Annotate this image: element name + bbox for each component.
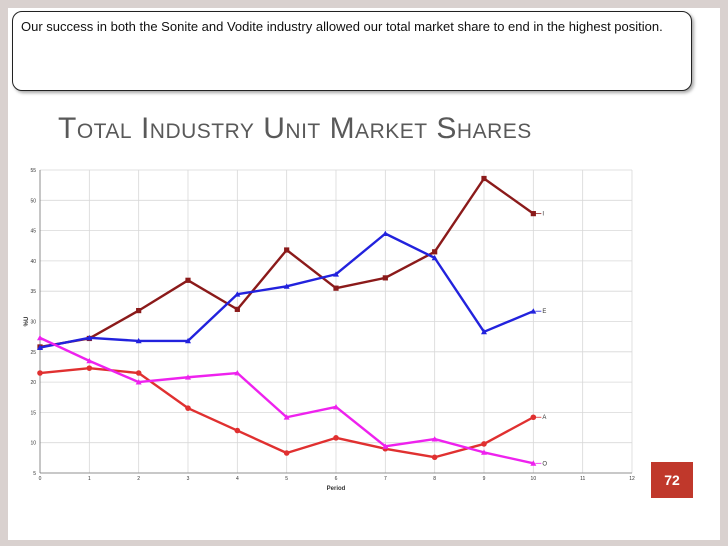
y-tick-label: 55 [30, 168, 36, 174]
data-point [135, 337, 142, 344]
x-tick-label: 2 [137, 476, 140, 482]
x-tick-label: 1 [88, 476, 91, 482]
data-point [333, 435, 339, 441]
y-axis-label: %U [24, 317, 30, 327]
y-tick-label: 45 [30, 229, 36, 235]
data-point [185, 277, 191, 283]
x-tick-label: 8 [433, 476, 436, 482]
series-end-label: I [542, 212, 544, 218]
data-point [283, 283, 290, 289]
x-tick-label: 10 [531, 476, 537, 482]
x-tick-label: 9 [483, 476, 486, 482]
series-i: I [37, 175, 544, 350]
data-point [234, 370, 241, 376]
data-point [185, 405, 191, 411]
series-a: A [37, 365, 546, 461]
data-point [135, 370, 142, 376]
chart-series: I E A O [37, 175, 547, 467]
data-point [333, 271, 339, 277]
data-point [37, 370, 43, 376]
y-tick-label: 25 [30, 350, 36, 356]
data-point [86, 334, 93, 341]
data-point [431, 254, 438, 261]
x-axis-label: Period [327, 486, 346, 492]
slide-frame-bottom [0, 540, 728, 546]
y-tick-label: 40 [30, 259, 36, 265]
data-point [284, 247, 290, 253]
data-point [283, 414, 290, 420]
data-point [37, 334, 43, 341]
y-tick-label: 5 [33, 471, 36, 477]
series-o: O [37, 334, 547, 467]
x-tick-label: 7 [384, 476, 387, 482]
y-tick-label: 50 [30, 198, 36, 204]
data-point [185, 374, 191, 380]
data-point [136, 307, 142, 314]
series-end-label: E [542, 309, 546, 315]
slide-frame-right [720, 0, 728, 546]
series-e: E [37, 230, 546, 350]
data-point [37, 344, 43, 350]
slide-title: Total Industry Unit Market Shares [58, 112, 532, 145]
data-point [333, 403, 339, 410]
x-tick-label: 6 [335, 476, 338, 482]
data-point [283, 450, 290, 456]
data-point [530, 211, 536, 217]
x-tick-label: 3 [187, 476, 190, 482]
data-point [481, 441, 487, 447]
data-point [234, 291, 241, 297]
y-tick-label: 35 [30, 289, 36, 295]
x-tick-label: 11 [580, 476, 585, 482]
page-number-badge: 72 [651, 462, 693, 498]
data-point [382, 275, 388, 281]
slide-frame-left [0, 0, 8, 546]
x-tick-label: 12 [629, 476, 635, 482]
series-end-label: A [542, 415, 546, 421]
data-point [432, 249, 438, 255]
x-tick-label: 5 [285, 476, 288, 482]
x-tick-label: 4 [236, 476, 239, 482]
data-point [382, 230, 389, 237]
data-point [481, 175, 487, 182]
y-tick-label: 10 [30, 441, 36, 447]
y-tick-label: 15 [30, 410, 36, 416]
data-point [382, 443, 389, 449]
data-point [481, 449, 487, 455]
data-point [333, 285, 339, 291]
data-point [530, 414, 537, 421]
data-point [431, 454, 438, 461]
data-point [234, 427, 241, 434]
data-point [481, 328, 487, 335]
data-point [185, 337, 191, 344]
caption-box: Our success in both the Sonite and Vodit… [12, 11, 692, 91]
data-point [234, 306, 240, 312]
data-point [86, 365, 93, 371]
data-point [431, 436, 438, 442]
x-tick-label: 0 [39, 476, 42, 482]
data-point [86, 357, 93, 364]
series-end-label: O [542, 461, 547, 467]
data-point [135, 379, 142, 385]
y-tick-label: 20 [30, 380, 36, 386]
data-point [530, 460, 537, 466]
data-point [530, 308, 537, 314]
slide-frame-top [0, 0, 728, 8]
y-tick-label: 30 [30, 320, 36, 326]
